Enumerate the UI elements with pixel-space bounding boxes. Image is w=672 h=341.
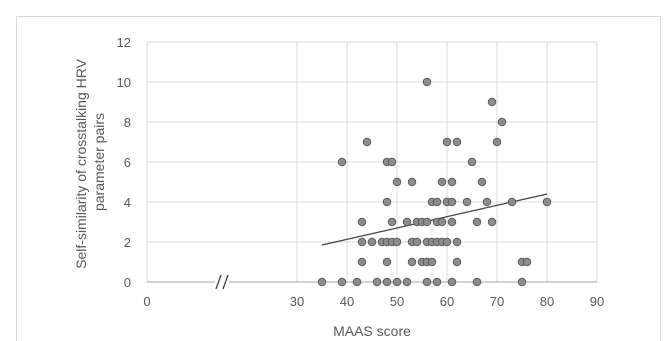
tick-labels: 0 2 4 6 8 10 12 0 30 40 50 60 70 80 90 bbox=[117, 35, 605, 309]
x-tick-label: 90 bbox=[590, 294, 604, 309]
y-axis-title-line-2: parameter pairs bbox=[91, 113, 107, 211]
data-point bbox=[462, 197, 472, 207]
data-point bbox=[497, 117, 507, 127]
data-point bbox=[472, 217, 482, 227]
y-axis-title: Self-similarity of crosstalking HRV para… bbox=[73, 55, 107, 269]
data-point bbox=[412, 237, 422, 247]
x-tick-label: 40 bbox=[340, 294, 354, 309]
data-point bbox=[392, 237, 402, 247]
data-point bbox=[437, 177, 447, 187]
axes bbox=[147, 273, 597, 291]
axis-break-slash bbox=[222, 274, 229, 290]
data-point bbox=[452, 237, 462, 247]
gridlines bbox=[146, 41, 598, 282]
y-axis-title-line-1: Self-similarity of crosstalking HRV bbox=[73, 58, 89, 268]
data-point bbox=[432, 197, 442, 207]
data-point bbox=[437, 217, 447, 227]
data-point bbox=[452, 257, 462, 267]
y-tick-label: 8 bbox=[124, 115, 131, 130]
data-point bbox=[422, 217, 432, 227]
y-tick-label: 12 bbox=[117, 35, 131, 50]
data-point bbox=[542, 197, 552, 207]
data-point bbox=[402, 277, 412, 287]
x-tick-label: 80 bbox=[540, 294, 554, 309]
data-point bbox=[367, 237, 377, 247]
data-point bbox=[447, 277, 457, 287]
y-tick-label: 4 bbox=[124, 195, 131, 210]
data-point bbox=[337, 277, 347, 287]
y-tick-label: 0 bbox=[124, 275, 131, 290]
y-tick-label: 10 bbox=[117, 75, 131, 90]
chart-frame bbox=[16, 16, 661, 341]
data-point bbox=[447, 197, 457, 207]
x-tick-label: 70 bbox=[490, 294, 504, 309]
data-point bbox=[452, 137, 462, 147]
data-point bbox=[357, 237, 367, 247]
data-point bbox=[382, 277, 392, 287]
x-axis-title: MAAS score bbox=[333, 323, 411, 339]
data-point bbox=[402, 217, 412, 227]
data-point bbox=[442, 237, 452, 247]
x-tick-label: 50 bbox=[390, 294, 404, 309]
data-point bbox=[357, 257, 367, 267]
data-point bbox=[422, 77, 432, 87]
data-point bbox=[432, 277, 442, 287]
data-point bbox=[352, 277, 362, 287]
data-point bbox=[482, 197, 492, 207]
data-point bbox=[492, 137, 502, 147]
y-tick-label: 2 bbox=[124, 235, 131, 250]
data-point bbox=[517, 277, 527, 287]
data-point bbox=[362, 137, 372, 147]
data-point bbox=[442, 137, 452, 147]
data-point bbox=[392, 177, 402, 187]
x-tick-label: 30 bbox=[290, 294, 304, 309]
data-point bbox=[337, 157, 347, 167]
data-point bbox=[407, 257, 417, 267]
data-point bbox=[387, 217, 397, 227]
data-points bbox=[317, 77, 552, 287]
axis-break-slash bbox=[215, 274, 222, 290]
data-point bbox=[507, 197, 517, 207]
x-tick-label: 60 bbox=[440, 294, 454, 309]
data-point bbox=[382, 257, 392, 267]
data-point bbox=[477, 177, 487, 187]
data-point bbox=[317, 277, 327, 287]
data-point bbox=[522, 257, 532, 267]
x-tick-label: 0 bbox=[143, 294, 150, 309]
axis-break-gap bbox=[215, 273, 229, 291]
data-point bbox=[357, 217, 367, 227]
data-point bbox=[422, 277, 432, 287]
data-point bbox=[447, 177, 457, 187]
data-point bbox=[427, 257, 437, 267]
data-point bbox=[487, 217, 497, 227]
data-point bbox=[382, 197, 392, 207]
y-tick-label: 6 bbox=[124, 155, 131, 170]
data-point bbox=[392, 277, 402, 287]
data-point bbox=[372, 277, 382, 287]
data-point bbox=[447, 217, 457, 227]
data-point bbox=[472, 277, 482, 287]
data-point bbox=[467, 157, 477, 167]
data-point bbox=[387, 157, 397, 167]
data-point bbox=[487, 97, 497, 107]
data-point bbox=[407, 177, 417, 187]
